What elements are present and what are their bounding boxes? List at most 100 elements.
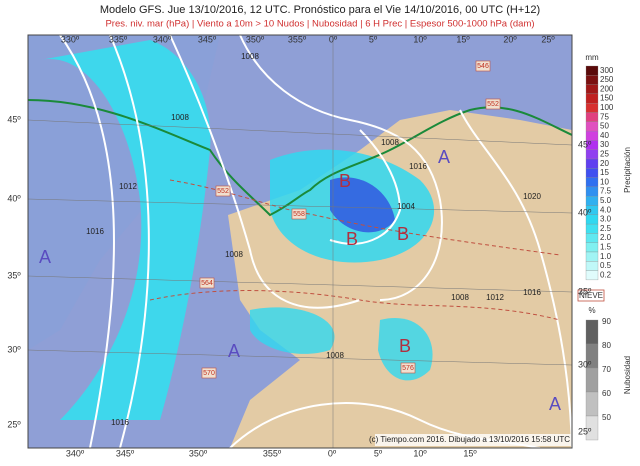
precip-level: 100	[600, 103, 614, 112]
top-longitude: 0º	[329, 34, 338, 44]
precip-level: 150	[600, 94, 614, 103]
precip-level: 0.2	[600, 270, 612, 279]
isobar-label: 1008	[225, 250, 243, 259]
left-latitude: 30º	[7, 344, 21, 354]
precip-level: 0.5	[600, 261, 612, 270]
precip-area	[40, 40, 211, 420]
precip-level: 1.5	[600, 242, 612, 251]
precip-swatch	[585, 261, 599, 271]
thickness-box	[199, 277, 215, 289]
cloud-swatch	[585, 319, 599, 345]
pressure-center: B	[346, 229, 358, 249]
top-longitude: 340º	[153, 34, 172, 44]
right-latitude: 45º	[578, 139, 592, 149]
cloud-title: Nubosidad	[623, 356, 632, 394]
isobar-label: 1008	[381, 138, 399, 147]
bottom-longitude: 5º	[374, 448, 383, 458]
precip-swatch	[585, 186, 599, 197]
top-longitude: 20º	[503, 34, 517, 44]
left-latitude: 25º	[7, 419, 21, 429]
left-latitude: 40º	[7, 193, 21, 203]
cloud-level: 90	[602, 317, 611, 326]
pressure-center: B	[399, 336, 411, 356]
thickness-label: 570	[203, 370, 215, 377]
credit-box	[375, 434, 571, 446]
isobar-label: 1008	[451, 293, 469, 302]
isobar-label: 1012	[119, 182, 137, 191]
right-latitude: 25º	[578, 426, 592, 436]
right-latitude: 40º	[578, 207, 592, 217]
top-longitude: 10º	[413, 34, 427, 44]
precip-level: 5.0	[600, 196, 612, 205]
isobar-label: 1016	[86, 227, 104, 236]
precip-swatch	[585, 158, 599, 169]
precip-title: Precipitación	[623, 147, 632, 193]
precip-swatch	[585, 112, 599, 122]
top-longitude: 15º	[456, 34, 470, 44]
pressure-center: A	[549, 394, 561, 414]
precip-level: 20	[600, 159, 609, 168]
isobar-label: 1016	[409, 162, 427, 171]
top-longitude: 350º	[246, 34, 265, 44]
cloud-swatch	[585, 415, 599, 441]
precip-level: 7.5	[600, 187, 612, 196]
thickness-label: 576	[402, 365, 414, 372]
isobar-label: 1008	[171, 113, 189, 122]
bottom-longitude: 15º	[463, 448, 477, 458]
thickness-box	[475, 60, 491, 72]
precip-level: 15	[600, 168, 609, 177]
pressure-center: B	[339, 171, 351, 191]
left-latitude: 45º	[7, 114, 21, 124]
coastline-front	[27, 99, 573, 217]
map-area	[27, 34, 573, 449]
labels: Modelo GFS. Jue 13/10/2016, 12 UTC. Pron…	[7, 4, 592, 458]
precip-swatch	[585, 270, 599, 281]
precip-swatch	[585, 93, 599, 104]
bottom-longitude: 340º	[66, 448, 85, 458]
precip-swatch	[585, 251, 599, 262]
bottom-longitude: 10º	[413, 448, 427, 458]
pressure-center: A	[39, 247, 51, 267]
cloud-level: 50	[602, 413, 611, 422]
thickness-box	[485, 98, 501, 110]
map-frame	[27, 34, 573, 449]
precip-level: 30	[600, 140, 609, 149]
precip-swatch	[585, 223, 599, 234]
isobar-label: 1020	[523, 192, 541, 201]
thickness-label: 552	[487, 101, 499, 108]
thickness-label: 546	[477, 63, 489, 70]
precip-swatch	[585, 242, 599, 253]
precip-swatch	[585, 177, 599, 188]
isobar-label: 1008	[326, 351, 344, 360]
thickness-box	[201, 367, 217, 379]
precip-swatch	[585, 65, 599, 76]
precip-level: 25	[600, 149, 609, 158]
isobar-label: 1012	[486, 293, 504, 302]
precip-swatch	[585, 168, 599, 178]
precip-unit: mm	[585, 53, 599, 62]
pressure-center: A	[228, 341, 240, 361]
thickness-box	[400, 362, 416, 374]
pressure-center: A	[438, 147, 450, 167]
precip-level: 40	[600, 131, 609, 140]
precip-swatch	[585, 233, 599, 243]
top-longitude: 335º	[109, 34, 128, 44]
cloud-level: 80	[602, 341, 611, 350]
top-longitude: 25º	[541, 34, 555, 44]
cloud-swatch	[585, 391, 599, 417]
cloud-unit: %	[588, 306, 595, 315]
isobar-label: 1008	[241, 52, 259, 61]
right-latitude: 30º	[578, 359, 592, 369]
top-longitude: 355º	[288, 34, 307, 44]
precip-swatch	[585, 84, 599, 95]
graticule	[27, 35, 573, 448]
precip-level: 10	[600, 177, 609, 186]
thickness-label: 552	[217, 188, 229, 195]
left-latitude: 35º	[7, 270, 21, 280]
bottom-longitude: 355º	[263, 448, 282, 458]
cloud-level: 70	[602, 365, 611, 374]
thickness-box	[291, 208, 307, 220]
isobar-label: 1004	[397, 202, 415, 211]
top-longitude: 5º	[369, 34, 378, 44]
